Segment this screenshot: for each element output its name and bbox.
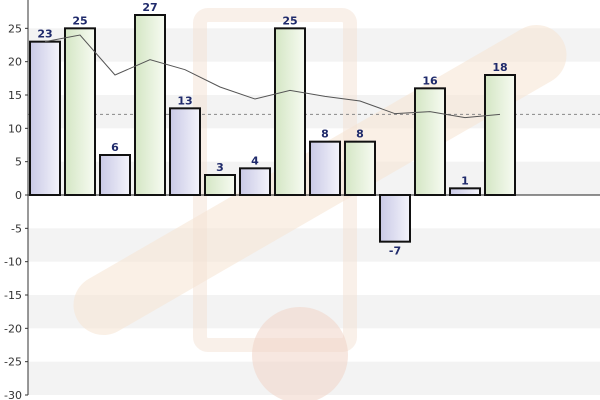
y-tick-label: -10 [4,256,22,269]
bar [64,27,96,197]
bar-value-label: 25 [72,14,87,27]
y-tick-label: 0 [15,189,22,202]
bar-value-label: 1 [461,174,469,187]
bar-value-label: 4 [251,154,259,167]
bar [484,74,516,196]
y-tick-label: 20 [8,56,22,69]
bar-value-label: 3 [216,161,224,174]
bar [239,167,271,196]
bar [274,27,306,197]
grid-band [28,228,600,262]
y-tick-label: -5 [11,222,22,235]
bar-value-label: 25 [282,14,297,27]
bars [29,14,516,243]
bar-value-label: 18 [492,61,507,74]
bar [169,107,201,196]
y-tick-label: -30 [4,389,22,400]
moving-average-line [44,34,501,119]
bar-value-label: -7 [389,245,401,258]
y-tick-label: -20 [4,322,22,335]
bar-value-label: 16 [422,74,438,87]
bar [204,174,236,196]
data-labels: 23 25 6 27 13 3 4 25 8 8 -7 16 1 18 [37,1,507,258]
bar-value-label: 8 [321,128,329,141]
y-tick-label: -15 [4,289,22,302]
bar-value-label: 13 [177,94,192,107]
y-tick-label: 25 [8,22,22,35]
bar [29,40,61,196]
y-tick-label: 10 [8,122,22,135]
bar [379,194,411,243]
y-tick-label: -25 [4,356,22,369]
trend-line [44,34,501,119]
y-tick-label: 15 [8,89,22,102]
bar [414,87,446,196]
y-axis: -30 -25 -20 -15 -10 -5 0 5 10 15 20 25 30 [4,0,29,400]
bar-value-label: 23 [37,28,52,41]
y-tick-label: 5 [15,156,22,169]
bar-value-label: 6 [111,141,119,154]
bar [134,14,166,196]
bar-value-label: 8 [356,128,364,141]
y-tick-label: 30 [8,0,22,2]
bar [449,187,481,196]
bar [99,154,131,196]
bar-value-label: 27 [142,1,157,14]
bar [309,140,341,197]
bar [344,140,376,197]
